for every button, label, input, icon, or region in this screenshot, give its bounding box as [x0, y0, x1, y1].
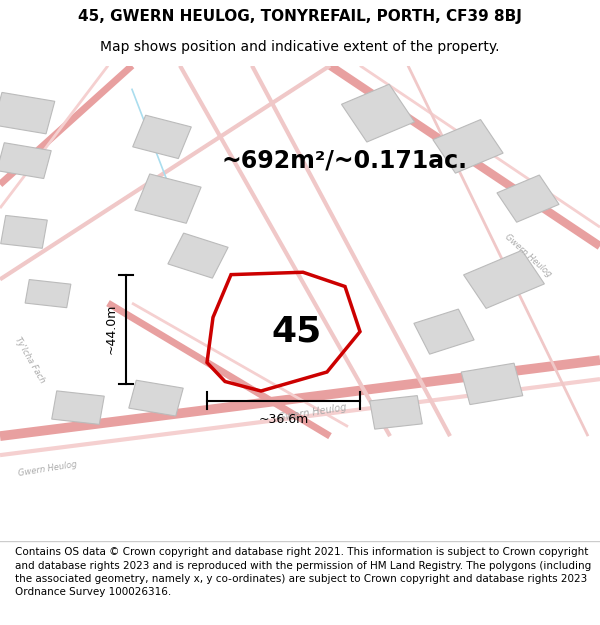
Text: Gwern Heulog: Gwern Heulog [277, 402, 347, 422]
Polygon shape [0, 142, 51, 179]
Text: Ty'lcha Fach: Ty'lcha Fach [13, 336, 47, 384]
Polygon shape [25, 279, 71, 308]
Text: ~44.0m: ~44.0m [104, 304, 118, 354]
Text: Gwern Heulog: Gwern Heulog [503, 232, 553, 279]
Polygon shape [370, 396, 422, 429]
Polygon shape [341, 84, 415, 142]
Text: ~692m²/~0.171ac.: ~692m²/~0.171ac. [222, 149, 468, 173]
Text: Contains OS data © Crown copyright and database right 2021. This information is : Contains OS data © Crown copyright and d… [15, 548, 591, 597]
Polygon shape [497, 175, 559, 222]
Polygon shape [1, 216, 47, 248]
Polygon shape [135, 174, 201, 223]
Polygon shape [133, 115, 191, 159]
Text: ~36.6m: ~36.6m [259, 413, 308, 426]
Polygon shape [52, 391, 104, 424]
Text: 45, GWERN HEULOG, TONYREFAIL, PORTH, CF39 8BJ: 45, GWERN HEULOG, TONYREFAIL, PORTH, CF3… [78, 9, 522, 24]
Polygon shape [464, 251, 544, 308]
Polygon shape [129, 380, 183, 416]
Text: Gwern Heulog: Gwern Heulog [18, 460, 78, 479]
Polygon shape [0, 92, 55, 134]
Polygon shape [433, 119, 503, 173]
Polygon shape [461, 363, 523, 404]
Text: Map shows position and indicative extent of the property.: Map shows position and indicative extent… [100, 40, 500, 54]
Polygon shape [168, 233, 228, 278]
Polygon shape [414, 309, 474, 354]
Text: 45: 45 [272, 314, 322, 349]
